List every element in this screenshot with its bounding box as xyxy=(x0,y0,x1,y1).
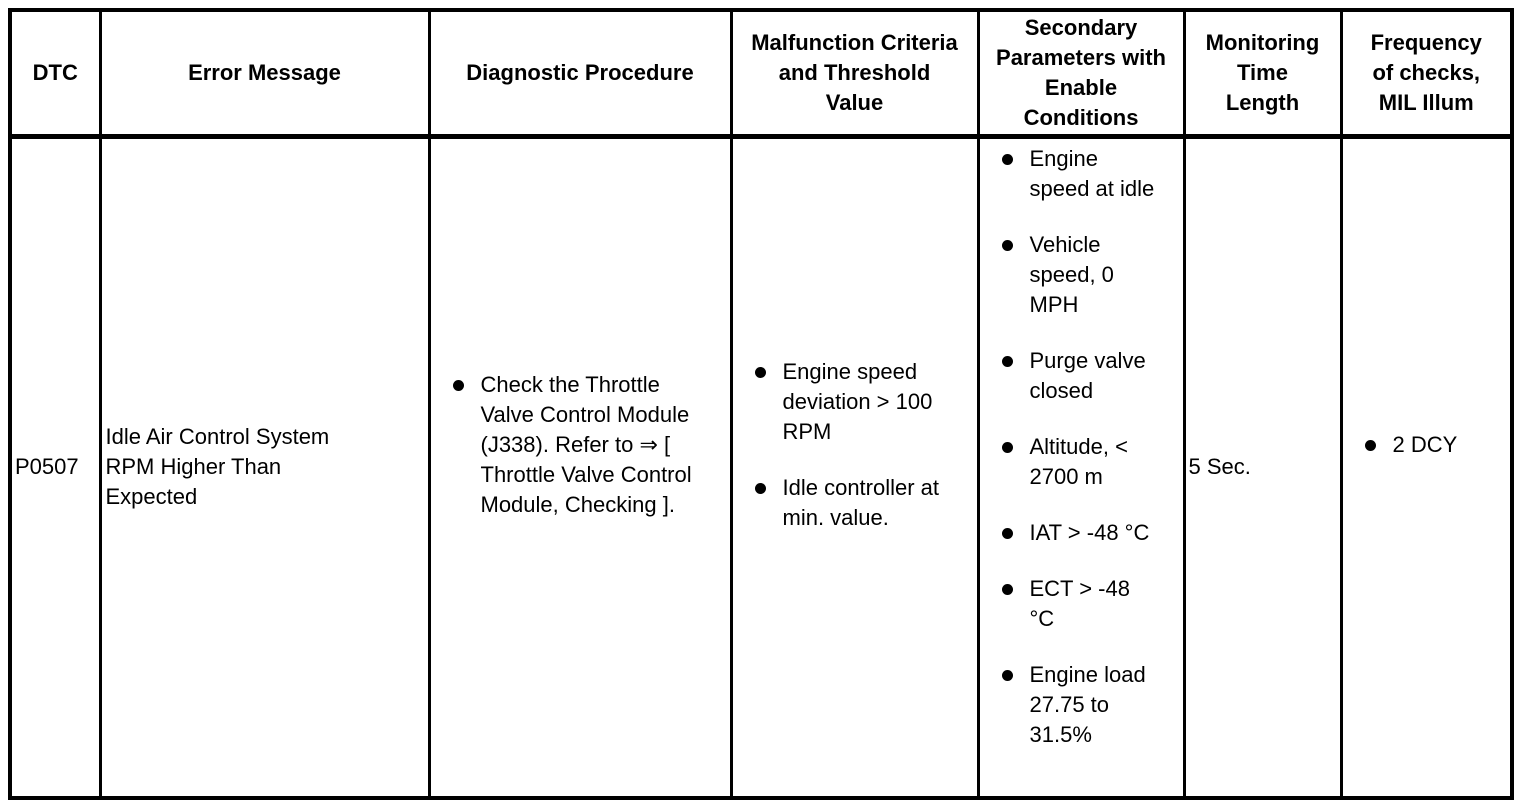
list-item: ECT > -48 °C xyxy=(1001,574,1179,634)
header-cell-diagnostic-procedure: Diagnostic Procedure xyxy=(427,8,733,139)
bullet-icon xyxy=(452,380,464,392)
header-label-monitoring-time: Monitoring Time Length xyxy=(1205,29,1320,115)
table-header-row: DTC Error Message Diagnostic Procedure M… xyxy=(8,8,1514,139)
header-cell-secondary-parameters: Secondary Parameters with Enable Conditi… xyxy=(976,8,1186,139)
list-item: Engine speed deviation > 100 RPM xyxy=(754,357,973,447)
secondary-parameter-text: Altitude, < 2700 m xyxy=(1029,433,1128,489)
header-label-secondary-parameters: Secondary Parameters with Enable Conditi… xyxy=(996,14,1166,130)
list-item: Vehicle speed, 0 MPH xyxy=(1001,230,1179,320)
malfunction-criteria-text: Idle controller at min. value. xyxy=(782,475,940,531)
diagnostic-procedure-text: Check the Throttle Valve Control Module … xyxy=(480,372,692,518)
header-cell-frequency: Frequency of checks, MIL Illum xyxy=(1339,8,1514,139)
malfunction-criteria-list: Engine speed deviation > 100 RPM Idle co… xyxy=(737,357,973,533)
header-cell-dtc: DTC xyxy=(8,8,102,139)
secondary-parameters-list: Engine speed at idle Vehicle speed, 0 MP… xyxy=(984,144,1179,750)
frequency-text: 2 DCY xyxy=(1392,432,1458,458)
secondary-parameter-text: IAT > -48 °C xyxy=(1029,519,1150,545)
list-item: IAT > -48 °C xyxy=(1001,518,1179,548)
list-item: Engine speed at idle xyxy=(1001,144,1179,204)
cell-diagnostic-procedure: Check the Throttle Valve Control Module … xyxy=(427,134,733,800)
frequency-list: 2 DCY xyxy=(1347,430,1507,460)
bullet-icon xyxy=(1001,153,1013,165)
monitoring-time-text: 5 Sec. xyxy=(1188,454,1251,480)
bullet-icon xyxy=(1001,669,1013,681)
list-item: Altitude, < 2700 m xyxy=(1001,432,1179,492)
malfunction-criteria-text: Engine speed deviation > 100 RPM xyxy=(782,359,933,445)
header-label-error-message: Error Message xyxy=(188,59,341,85)
secondary-parameter-text: Engine load 27.75 to 31.5% xyxy=(1029,661,1146,747)
header-label-frequency: Frequency of checks, MIL Illum xyxy=(1370,29,1482,115)
bullet-icon xyxy=(754,483,766,495)
list-item: 2 DCY xyxy=(1364,430,1507,460)
bullet-icon xyxy=(1001,441,1013,453)
list-item: Engine load 27.75 to 31.5% xyxy=(1001,660,1179,750)
header-label-diagnostic-procedure: Diagnostic Procedure xyxy=(466,59,694,85)
header-label-malfunction-criteria: Malfunction Criteria and Threshold Value xyxy=(751,29,958,115)
cell-secondary-parameters: Engine speed at idle Vehicle speed, 0 MP… xyxy=(976,134,1186,800)
bullet-icon xyxy=(1001,583,1013,595)
header-cell-error-message: Error Message xyxy=(98,8,431,139)
list-item: Check the Throttle Valve Control Module … xyxy=(452,370,726,520)
header-label-dtc: DTC xyxy=(32,59,78,85)
header-cell-malfunction-criteria: Malfunction Criteria and Threshold Value xyxy=(729,8,980,139)
header-cell-monitoring-time: Monitoring Time Length xyxy=(1182,8,1343,139)
diagnostic-procedure-list: Check the Throttle Valve Control Module … xyxy=(435,370,726,520)
bullet-icon xyxy=(1001,239,1013,251)
cell-error-message: Idle Air Control System RPM Higher Than … xyxy=(98,134,431,800)
secondary-parameter-text: ECT > -48 °C xyxy=(1029,575,1130,631)
cell-malfunction-criteria: Engine speed deviation > 100 RPM Idle co… xyxy=(729,134,980,800)
table-body: P0507 Idle Air Control System RPM Higher… xyxy=(8,134,1514,800)
cell-dtc: P0507 xyxy=(8,134,102,800)
cell-monitoring-time: 5 Sec. xyxy=(1182,134,1343,800)
bullet-icon xyxy=(1364,440,1376,452)
bullet-icon xyxy=(1001,527,1013,539)
error-message-text: Idle Air Control System RPM Higher Than … xyxy=(105,424,330,510)
bullet-icon xyxy=(1001,355,1013,367)
secondary-parameter-text: Vehicle speed, 0 MPH xyxy=(1029,231,1114,317)
secondary-parameter-text: Purge valve closed xyxy=(1029,347,1146,403)
bullet-icon xyxy=(754,367,766,379)
dtc-table: DTC Error Message Diagnostic Procedure M… xyxy=(8,8,1514,800)
table-row-p0507: P0507 Idle Air Control System RPM Higher… xyxy=(8,134,1514,800)
cell-frequency: 2 DCY xyxy=(1339,134,1514,800)
list-item: Idle controller at min. value. xyxy=(754,473,973,533)
list-item: Purge valve closed xyxy=(1001,346,1179,406)
secondary-parameter-text: Engine speed at idle xyxy=(1029,145,1155,201)
dtc-code: P0507 xyxy=(15,454,79,480)
